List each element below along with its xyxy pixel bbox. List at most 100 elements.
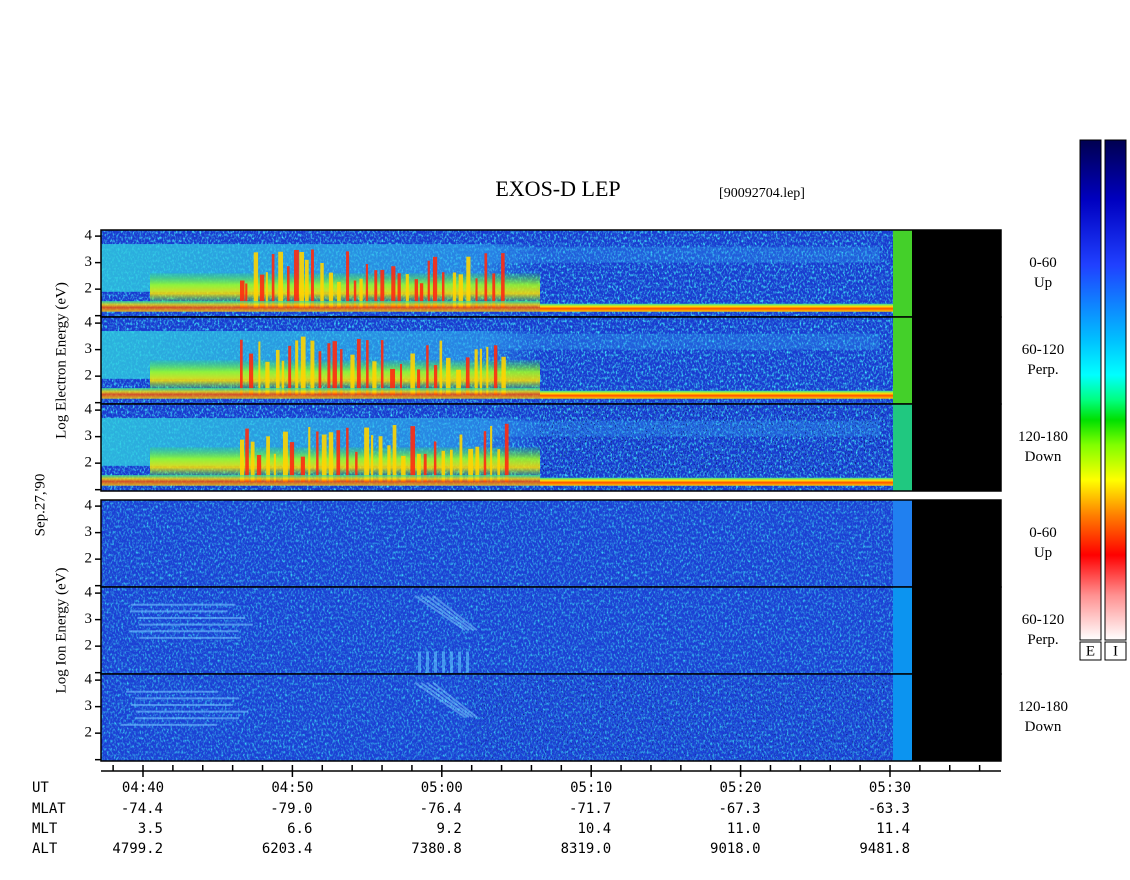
ephemeris-row-label: ALT — [32, 841, 58, 857]
y-tick-label: 2 — [85, 638, 93, 654]
spectrogram-streak — [129, 610, 228, 613]
spectrogram-streak — [432, 594, 478, 632]
spectrogram-stripe — [893, 674, 912, 761]
x-tick-label: 04:40 — [122, 780, 164, 796]
spectrogram-streak — [129, 630, 239, 633]
ephemeris-value: 6.6 — [287, 821, 312, 837]
spectrogram-streak — [130, 603, 236, 606]
spectrogram-burst — [328, 272, 334, 308]
spectrogram-burst — [259, 274, 265, 308]
spectrogram-burst — [458, 274, 463, 308]
electron-group: Log Electron Energy (eV) 2 3 4 0-60 Up 2 3 4 60-1… — [53, 228, 1068, 492]
spectrogram-burst — [504, 423, 509, 482]
spectrogram-burst — [356, 338, 361, 395]
spectrogram-burst — [328, 432, 334, 482]
spectrogram-burst — [299, 252, 304, 308]
spectrogram-burst — [365, 264, 369, 308]
ephemeris-value: 8319.0 — [561, 841, 612, 857]
x-tick-label: 05:20 — [720, 780, 762, 796]
ephemeris-value: 9.2 — [437, 821, 462, 837]
spectrogram-streak — [135, 717, 240, 720]
spectrogram-burst — [392, 425, 397, 482]
spectrogram-burst — [258, 341, 261, 395]
ephemeris-value: -74.4 — [121, 801, 163, 817]
spectrogram-streak — [466, 651, 469, 673]
y-tick-label: 4 — [85, 585, 93, 601]
spectrogram-burst — [492, 273, 496, 308]
spectrogram-burst — [271, 254, 275, 308]
direction-label: Up — [1034, 545, 1052, 561]
pitch-angle-label: 120-180 — [1018, 699, 1068, 715]
spectrogram-burst — [294, 249, 299, 308]
pitch-angle-label: 60-120 — [1022, 342, 1065, 358]
spectrogram-burst — [240, 339, 243, 395]
spectrogram-burst — [320, 262, 324, 308]
spectrogram-burst — [380, 269, 385, 308]
ephemeris-value: 11.0 — [727, 821, 761, 837]
spectrogram-streak — [135, 697, 240, 700]
time-axis: UT 04:40 04:50 05:00 05:10 05:20 05:30 MLAT -74.… — [32, 765, 1001, 857]
ephemeris-value: 9018.0 — [710, 841, 761, 857]
spectrogram-burst — [449, 449, 453, 482]
spectrogram-streak — [426, 651, 429, 673]
spectrogram-streak — [414, 594, 466, 632]
no-data-region — [912, 404, 1001, 491]
spectrogram-streak — [426, 681, 474, 719]
spectrogram-burst — [490, 425, 493, 482]
direction-label: Perp. — [1027, 632, 1058, 648]
colorbar — [1104, 139, 1127, 641]
spectrogram-burst — [374, 270, 378, 308]
spectrogram-burst — [316, 431, 319, 482]
y-tick-label: 3 — [85, 428, 93, 444]
spectrogram-low-band — [101, 475, 540, 486]
spectrogram-burst — [304, 259, 309, 308]
spectrogram-burst — [426, 345, 429, 395]
pitch-angle-label: 0-60 — [1029, 525, 1057, 541]
spectrogram-streak — [120, 723, 218, 726]
spectrogram-burst — [433, 365, 438, 395]
spectrogram-burst — [332, 341, 337, 395]
colorbar-label-box — [1079, 641, 1102, 661]
spectrogram-burst — [378, 436, 383, 482]
spectrogram-burst — [310, 340, 315, 395]
spectrogram-low-band — [101, 301, 540, 312]
spectrogram-burst — [446, 357, 451, 395]
spectrogram-burst — [439, 340, 443, 395]
spectrogram-dropouts — [540, 404, 893, 474]
spectrogram-burst — [288, 345, 292, 395]
spectrogram-burst — [281, 360, 285, 395]
x-tick-label: 04:50 — [271, 780, 313, 796]
spectrogram-stripe — [893, 404, 912, 491]
spectrogram-burst — [405, 274, 409, 308]
spectrogram-burst — [390, 368, 396, 395]
spectrogram-panel: 2 3 4 120-180 Down — [85, 402, 1068, 492]
panel-frame — [100, 673, 1002, 762]
spectrogram-burst — [275, 349, 280, 395]
spectrogram-stripe — [893, 317, 912, 404]
spectrogram-low-band — [540, 303, 893, 312]
y-tick-label: 4 — [85, 228, 93, 244]
no-data-region — [912, 500, 1001, 587]
spectrogram-burst — [391, 266, 396, 308]
x-tick-label: 05:00 — [421, 780, 463, 796]
spectrogram-streak — [418, 651, 421, 673]
no-data-region — [912, 230, 1001, 317]
spectrogram-panel: 2 3 4 0-60 Up — [85, 228, 1057, 318]
spectrogram-burst — [410, 426, 416, 482]
spectrogram-band — [150, 447, 540, 477]
y-axis-title: Log Electron Energy (eV) — [53, 282, 69, 439]
spectrogram-burst — [327, 343, 331, 395]
y-tick-label: 2 — [85, 551, 93, 567]
y-tick-label: 4 — [85, 498, 93, 514]
no-data-region — [912, 587, 1001, 674]
spectrogram-burst — [240, 280, 245, 308]
spectrogram-burst — [483, 431, 487, 482]
spectrogram-streak — [450, 651, 453, 673]
spectrogram-streak — [420, 681, 470, 719]
spectrogram-burst — [340, 349, 343, 395]
spectrogram-burst — [300, 336, 306, 395]
panels: Log Electron Energy (eV) 2 3 4 0-60 Up 2 3 4 60-1… — [53, 228, 1068, 762]
spectrogram-burst — [479, 348, 483, 395]
file-id: [90092704.lep] — [719, 186, 805, 201]
